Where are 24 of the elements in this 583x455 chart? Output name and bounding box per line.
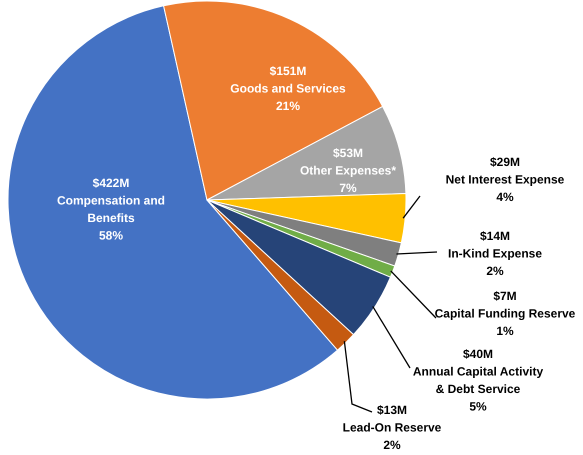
slice-label: Compensation and Benefits <box>56 194 166 225</box>
text: 21% <box>276 99 300 113</box>
data-label: $40M <box>462 347 494 361</box>
slice-label: Goods and Services <box>230 82 346 96</box>
text: 2% <box>383 438 401 452</box>
slice-label: Net Interest Expense <box>446 172 565 186</box>
data-label: $14M <box>480 229 510 243</box>
data-label: $422M <box>92 176 130 190</box>
text: 5% <box>469 400 487 414</box>
slice-label: Capital Funding Reserve <box>434 306 576 320</box>
data-label: $53M <box>332 146 364 160</box>
text: 4% <box>496 190 514 204</box>
slice-label: In-Kind Expense <box>448 246 542 260</box>
text: 58% <box>98 228 124 242</box>
slice-label: Lead-On Reserve <box>342 420 442 434</box>
slice-label: Annual Capital Activity & Debt Service <box>412 364 544 396</box>
text: 1% <box>496 324 514 338</box>
data-label: $13M <box>376 403 408 417</box>
slice-label: Other Expenses* <box>300 164 396 178</box>
text: 7% <box>339 181 357 195</box>
data-label: $151M <box>270 64 306 78</box>
data-label: $29M <box>490 155 520 169</box>
data-label: $7M <box>493 289 517 303</box>
text: 2% <box>486 264 504 278</box>
